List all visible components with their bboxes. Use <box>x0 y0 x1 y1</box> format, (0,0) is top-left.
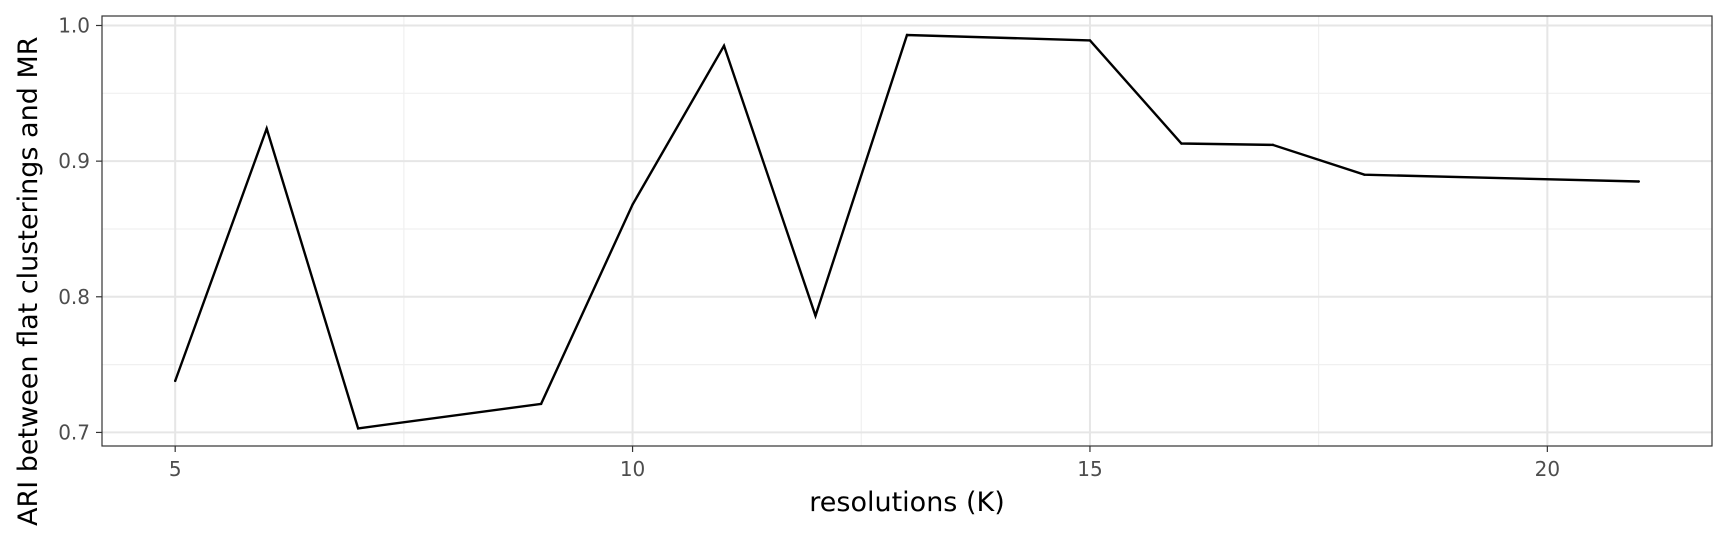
data-point <box>173 379 177 383</box>
y-axis-title: ARI between flat clusterings and MR <box>13 37 44 527</box>
data-point <box>1637 180 1641 183</box>
y-tick-label: 0.9 <box>58 149 90 173</box>
x-tick-label: 5 <box>169 457 182 481</box>
major-gridlines <box>102 16 1712 446</box>
x-tick-label: 20 <box>1535 457 1560 481</box>
data-point <box>1271 143 1275 147</box>
x-tick-label: 10 <box>620 457 645 481</box>
data-point <box>905 33 909 37</box>
data-point <box>356 427 360 430</box>
y-tick-label: 0.7 <box>58 420 90 444</box>
x-axis-ticks: 5 10 15 20 <box>169 446 1560 481</box>
data-point <box>1363 173 1366 176</box>
y-tick-label: 0.8 <box>58 285 90 309</box>
data-point <box>814 314 817 317</box>
data-point <box>631 203 634 206</box>
data-point <box>539 402 543 406</box>
y-axis-ticks: 0.7 0.8 0.9 1.0 <box>58 13 102 444</box>
x-tick-label: 15 <box>1077 457 1102 481</box>
plot-panel <box>102 16 1712 446</box>
x-axis-title: resolutions (K) <box>809 487 1004 518</box>
plot-border <box>101 15 1713 447</box>
series-layer <box>173 33 1641 430</box>
data-point <box>1088 39 1092 42</box>
data-point <box>722 44 726 48</box>
data-point <box>1180 142 1183 145</box>
data-point <box>265 127 268 130</box>
y-tick-label: 1.0 <box>58 13 90 37</box>
minor-gridlines <box>102 16 1712 446</box>
